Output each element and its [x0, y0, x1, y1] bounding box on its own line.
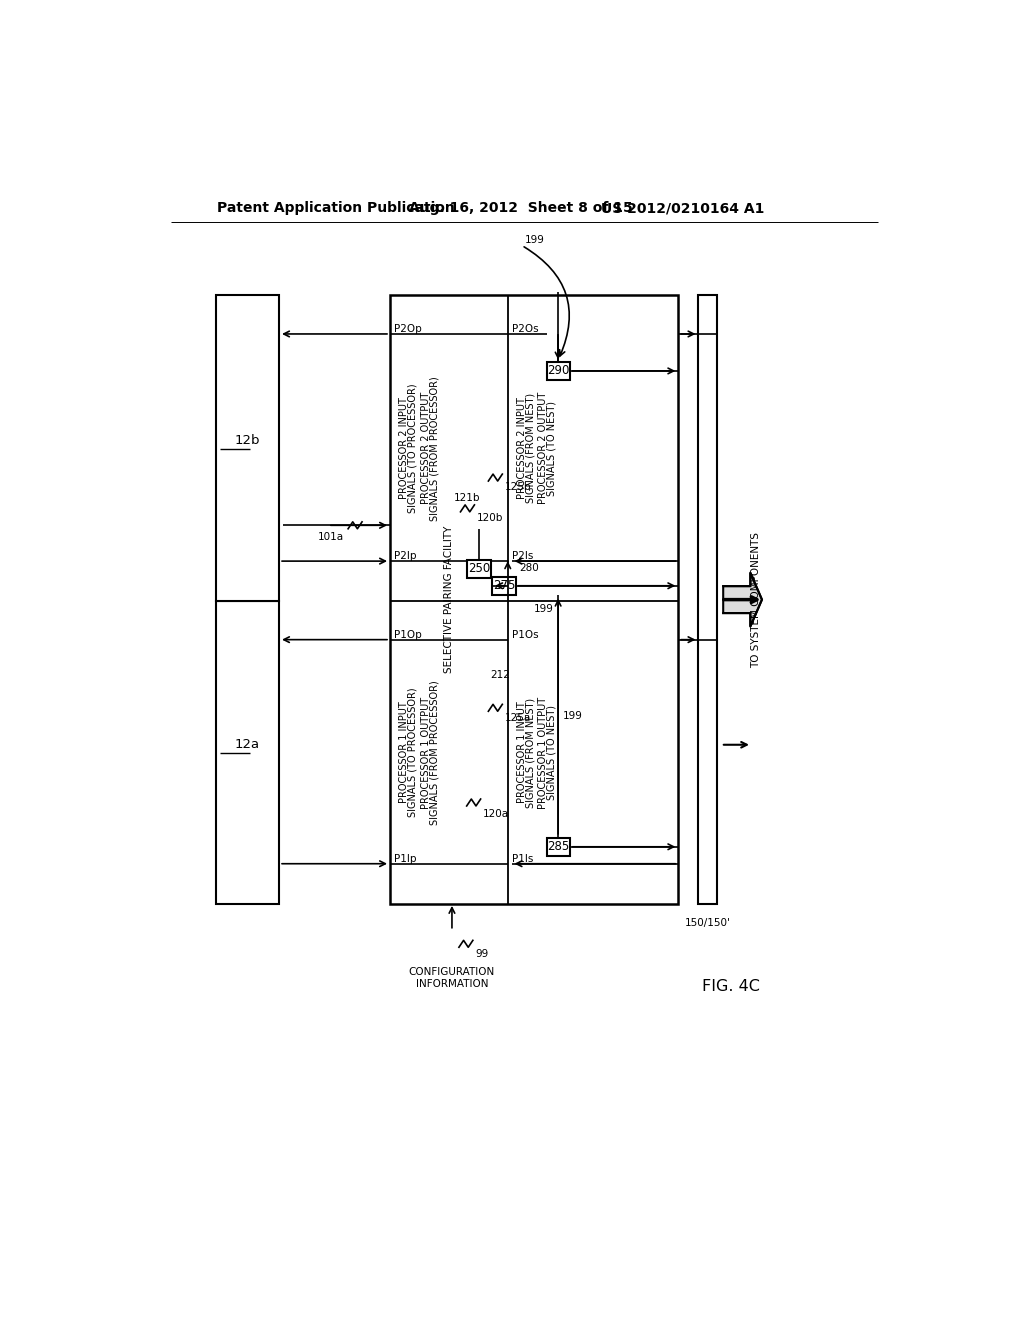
Text: 121b: 121b [454, 494, 480, 503]
Text: 12b: 12b [234, 434, 260, 447]
Bar [493, 577, 515, 595]
Text: FIG. 4C: FIG. 4C [701, 978, 760, 994]
Text: 12a: 12a [234, 738, 260, 751]
Text: 285: 285 [547, 841, 569, 853]
Text: 199: 199 [563, 711, 583, 721]
Text: SIGNALS (TO NEST): SIGNALS (TO NEST) [547, 401, 557, 496]
Text: CONFIGURATION: CONFIGURATION [409, 966, 495, 977]
Text: 120a: 120a [483, 809, 509, 818]
Text: P1Op: P1Op [394, 630, 422, 640]
Text: P2Is: P2Is [512, 552, 534, 561]
Text: PROCESSOR 2 INPUT: PROCESSOR 2 INPUT [517, 397, 526, 499]
Bar [547, 838, 569, 857]
Text: PROCESSOR 2 INPUT: PROCESSOR 2 INPUT [399, 397, 409, 499]
Text: Aug. 16, 2012  Sheet 8 of 15: Aug. 16, 2012 Sheet 8 of 15 [410, 202, 633, 215]
Text: 125a: 125a [505, 713, 530, 723]
Text: PROCESSOR 2 OUTPUT: PROCESSOR 2 OUTPUT [421, 392, 431, 504]
Text: US 2012/0210164 A1: US 2012/0210164 A1 [601, 202, 764, 215]
Bar [547, 362, 569, 380]
Bar [216, 296, 280, 601]
Polygon shape [723, 573, 762, 627]
Text: 199: 199 [524, 235, 545, 246]
Text: 199: 199 [534, 603, 554, 614]
Text: Patent Application Publication: Patent Application Publication [217, 202, 455, 215]
Text: 101a: 101a [317, 532, 343, 541]
Text: SIGNALS (TO NEST): SIGNALS (TO NEST) [547, 705, 557, 800]
Text: SELECTIVE PAIRING FACILITY: SELECTIVE PAIRING FACILITY [443, 525, 454, 673]
Text: 280: 280 [519, 564, 539, 573]
Text: P1Is: P1Is [512, 854, 534, 863]
Text: PROCESSOR 1 INPUT: PROCESSOR 1 INPUT [517, 702, 526, 804]
Text: 120b: 120b [477, 512, 503, 523]
Text: PROCESSOR 1 OUTPUT: PROCESSOR 1 OUTPUT [421, 697, 431, 809]
Text: SIGNALS (FROM PROCESSOR): SIGNALS (FROM PROCESSOR) [429, 376, 439, 520]
Bar [390, 296, 678, 904]
Text: SIGNALS (FROM NEST): SIGNALS (FROM NEST) [525, 697, 536, 808]
Text: 290: 290 [547, 364, 569, 378]
Text: 99: 99 [475, 949, 488, 958]
Text: P1Os: P1Os [512, 630, 539, 640]
Text: PROCESSOR 1 OUTPUT: PROCESSOR 1 OUTPUT [539, 697, 549, 809]
Bar [698, 296, 717, 904]
Text: P2Ip: P2Ip [394, 552, 417, 561]
Text: INFORMATION: INFORMATION [416, 979, 488, 989]
Text: PROCESSOR 1 INPUT: PROCESSOR 1 INPUT [399, 702, 409, 804]
Text: P2Op: P2Op [394, 323, 422, 334]
Text: 125b: 125b [505, 482, 531, 492]
Text: PROCESSOR 2 OUTPUT: PROCESSOR 2 OUTPUT [539, 392, 549, 504]
Bar [467, 560, 490, 578]
Text: 275: 275 [493, 579, 515, 593]
Text: SIGNALS (TO PROCESSOR): SIGNALS (TO PROCESSOR) [408, 688, 418, 817]
Text: TO SYSTEM COMPONENTS: TO SYSTEM COMPONENTS [751, 532, 761, 668]
Text: SIGNALS (TO PROCESSOR): SIGNALS (TO PROCESSOR) [408, 384, 418, 513]
Text: 212: 212 [490, 671, 511, 680]
Text: P2Os: P2Os [512, 323, 539, 334]
Text: 150/150': 150/150' [685, 917, 731, 928]
Text: SIGNALS (FROM NEST): SIGNALS (FROM NEST) [525, 393, 536, 503]
Text: SIGNALS (FROM PROCESSOR): SIGNALS (FROM PROCESSOR) [429, 680, 439, 825]
Bar [216, 601, 280, 904]
Text: P1Ip: P1Ip [394, 854, 417, 863]
Text: 250: 250 [468, 562, 490, 576]
